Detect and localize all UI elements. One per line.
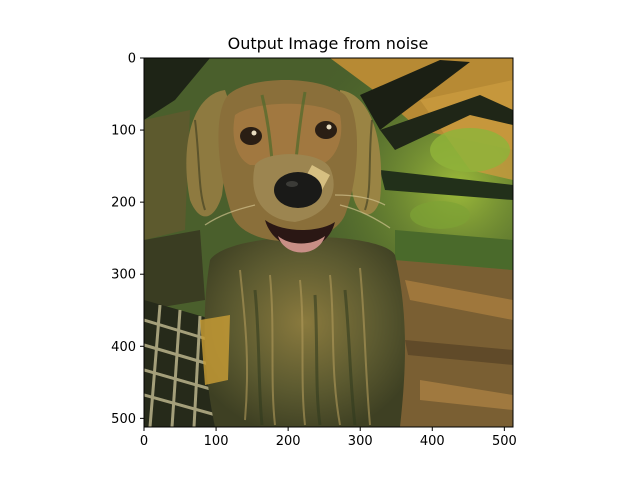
x-axis: 0 100 200 300 400 500 <box>140 427 517 449</box>
left-eye <box>240 127 262 145</box>
y-tick-label: 100 <box>111 124 136 139</box>
y-tick-label: 0 <box>128 52 136 67</box>
x-tick-label: 400 <box>420 434 445 449</box>
x-tick-label: 0 <box>140 434 148 449</box>
axes-frame <box>143 57 514 428</box>
y-axis: 0 100 200 300 400 500 <box>111 52 144 427</box>
y-tick-label: 400 <box>111 340 136 355</box>
x-tick-label: 200 <box>276 434 301 449</box>
x-tick-label: 300 <box>348 434 373 449</box>
x-tick-label: 500 <box>492 434 517 449</box>
tongue <box>278 236 325 253</box>
dog-image <box>144 58 513 427</box>
x-tick-label: 100 <box>204 434 229 449</box>
nose <box>274 172 322 208</box>
figure-title: Output Image from noise <box>228 34 429 53</box>
y-tick-label: 200 <box>111 196 136 211</box>
y-tick-label: 500 <box>111 412 136 427</box>
right-eye <box>315 121 337 139</box>
y-tick-label: 300 <box>111 268 136 283</box>
